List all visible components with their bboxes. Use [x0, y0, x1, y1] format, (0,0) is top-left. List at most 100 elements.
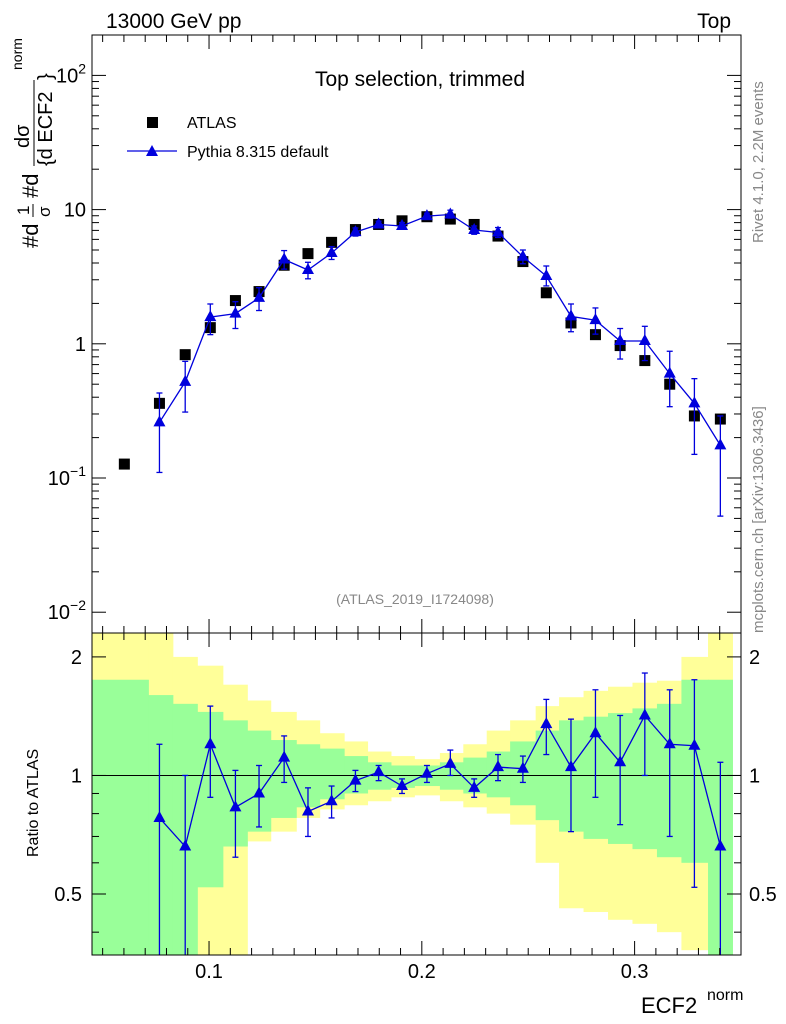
ratio-point	[638, 708, 651, 720]
legend-label-atlas: ATLAS	[187, 115, 237, 132]
x-tick-label: 0.2	[408, 961, 436, 983]
ratio-y-tick-label-right: 2	[749, 647, 760, 669]
atlas-point	[118, 458, 130, 470]
ratio-point	[301, 804, 314, 816]
pythia-point	[491, 225, 504, 237]
ratio-point	[396, 779, 409, 791]
analysis-id: (ATLAS_2019_I1724098)	[336, 591, 494, 607]
ratio-point	[589, 726, 602, 738]
pythia-point	[253, 290, 266, 302]
ylabel-den: {d ECF2	[35, 92, 57, 166]
atlas-point	[179, 349, 191, 361]
pythia-point	[638, 333, 651, 345]
x-ticks	[102, 35, 721, 955]
atlas-point	[540, 287, 552, 299]
ylabel-one: 1	[14, 206, 33, 215]
mcplots-info: mcplots.cern.ch [arXiv:1306.3436]	[750, 406, 767, 633]
pythia-point	[396, 218, 409, 230]
ratio-point	[614, 755, 627, 767]
ylabel-close: }	[35, 73, 57, 80]
ylabel-mid: #d	[18, 174, 43, 198]
ratio-point	[229, 800, 242, 812]
pythia-point	[688, 396, 701, 408]
ylabel-prefix: #d	[18, 224, 43, 248]
ratio-frame	[91, 632, 742, 956]
ylabel-sup: norm	[9, 38, 25, 70]
ratio-point	[516, 761, 529, 773]
legend: ATLAS Pythia 8.315 default	[127, 115, 329, 161]
pythia-point	[564, 309, 577, 321]
y-tick-label: 10−1	[48, 463, 86, 490]
x-tick-labels: 0.1 0.2 0.3	[195, 961, 648, 983]
atlas-point	[229, 295, 241, 307]
ratio-y-ticks	[92, 656, 741, 933]
ratio-content	[153, 672, 727, 955]
atlas-point	[444, 213, 456, 225]
ratio-point	[253, 786, 266, 798]
main-plot-content	[118, 207, 727, 517]
pythia-point	[301, 262, 314, 274]
ratio-point	[468, 780, 481, 792]
x-tick-label: 0.1	[195, 961, 223, 983]
pythia-point	[229, 306, 242, 318]
pythia-point	[540, 269, 553, 281]
plot-title: Top selection, trimmed	[315, 68, 525, 91]
x-label-sup: norm	[707, 987, 743, 1004]
y-tick-label: 10	[64, 200, 86, 222]
x-label-main: ECF2	[641, 993, 697, 1018]
pythia-point	[153, 415, 166, 427]
atlas-point	[302, 248, 314, 260]
atlas-point	[326, 236, 338, 248]
ratio-y-tick-label-right: 0.5	[749, 884, 777, 906]
pythia-line	[158, 213, 721, 446]
legend-marker-atlas	[147, 117, 158, 128]
pythia-point	[589, 313, 602, 325]
ratio-y-tick-labels: 2 2 1 1 0.5 0.5	[54, 647, 777, 906]
ratio-y-tick-label-right: 1	[749, 765, 760, 787]
ratio-band-inner	[486, 751, 511, 798]
pythia-point	[444, 207, 457, 219]
ratio-point	[491, 760, 504, 772]
ratio-band-inner	[148, 695, 174, 955]
main-y-label: #d 1 σ #d dσ {d ECF2 norm }	[9, 38, 57, 248]
y-tick-label: 10−2	[48, 597, 86, 624]
pythia-point	[614, 333, 627, 345]
pythia-point	[714, 438, 727, 450]
ylabel-sigma: σ	[35, 206, 54, 217]
ratio-point	[688, 738, 701, 750]
ratio-point	[540, 717, 553, 729]
ratio-point	[153, 810, 166, 822]
ratio-point	[278, 750, 291, 762]
legend-marker-pythia	[146, 145, 158, 156]
ratio-point	[714, 839, 727, 851]
pythia-point	[349, 225, 362, 237]
y-tick-label: 1	[75, 334, 86, 356]
pythia-point	[278, 252, 291, 264]
pythia-point	[204, 310, 217, 322]
pythia-point	[420, 209, 433, 221]
ratio-bands	[92, 633, 733, 955]
pythia-point	[372, 217, 385, 229]
main-plot: 102 10 1 10−1 10−2 Top selection, trimmed (A…	[9, 34, 742, 634]
ratio-plot: 2 2 1 1 0.5 0.5 0.1 0.2 0.3 Ratio to ATLAS	[25, 35, 777, 983]
pythia-point	[468, 222, 481, 234]
ratio-point	[564, 760, 577, 772]
ratio-point	[349, 773, 362, 785]
legend-label-pythia: Pythia 8.315 default	[187, 144, 329, 161]
ratio-point	[420, 766, 433, 778]
x-axis-label: ECF2 norm	[641, 987, 743, 1018]
header-left: 13000 GeV pp	[106, 10, 241, 33]
ratio-y-tick-label-left: 2	[71, 647, 82, 669]
ylabel-num: dσ	[12, 124, 34, 148]
main-y-tick-labels: 102 10 1 10−1 10−2	[48, 60, 86, 624]
ratio-point	[444, 756, 457, 768]
pythia-point	[663, 366, 676, 378]
ratio-point	[372, 765, 385, 777]
ratio-y-label: Ratio to ATLAS	[25, 749, 42, 857]
header-right: Top	[697, 10, 731, 33]
ratio-point	[179, 839, 192, 851]
ratio-point	[204, 737, 217, 749]
ratio-y-tick-label-left: 0.5	[54, 884, 82, 906]
x-tick-label: 0.3	[621, 961, 649, 983]
y-tick-label: 102	[56, 60, 86, 87]
